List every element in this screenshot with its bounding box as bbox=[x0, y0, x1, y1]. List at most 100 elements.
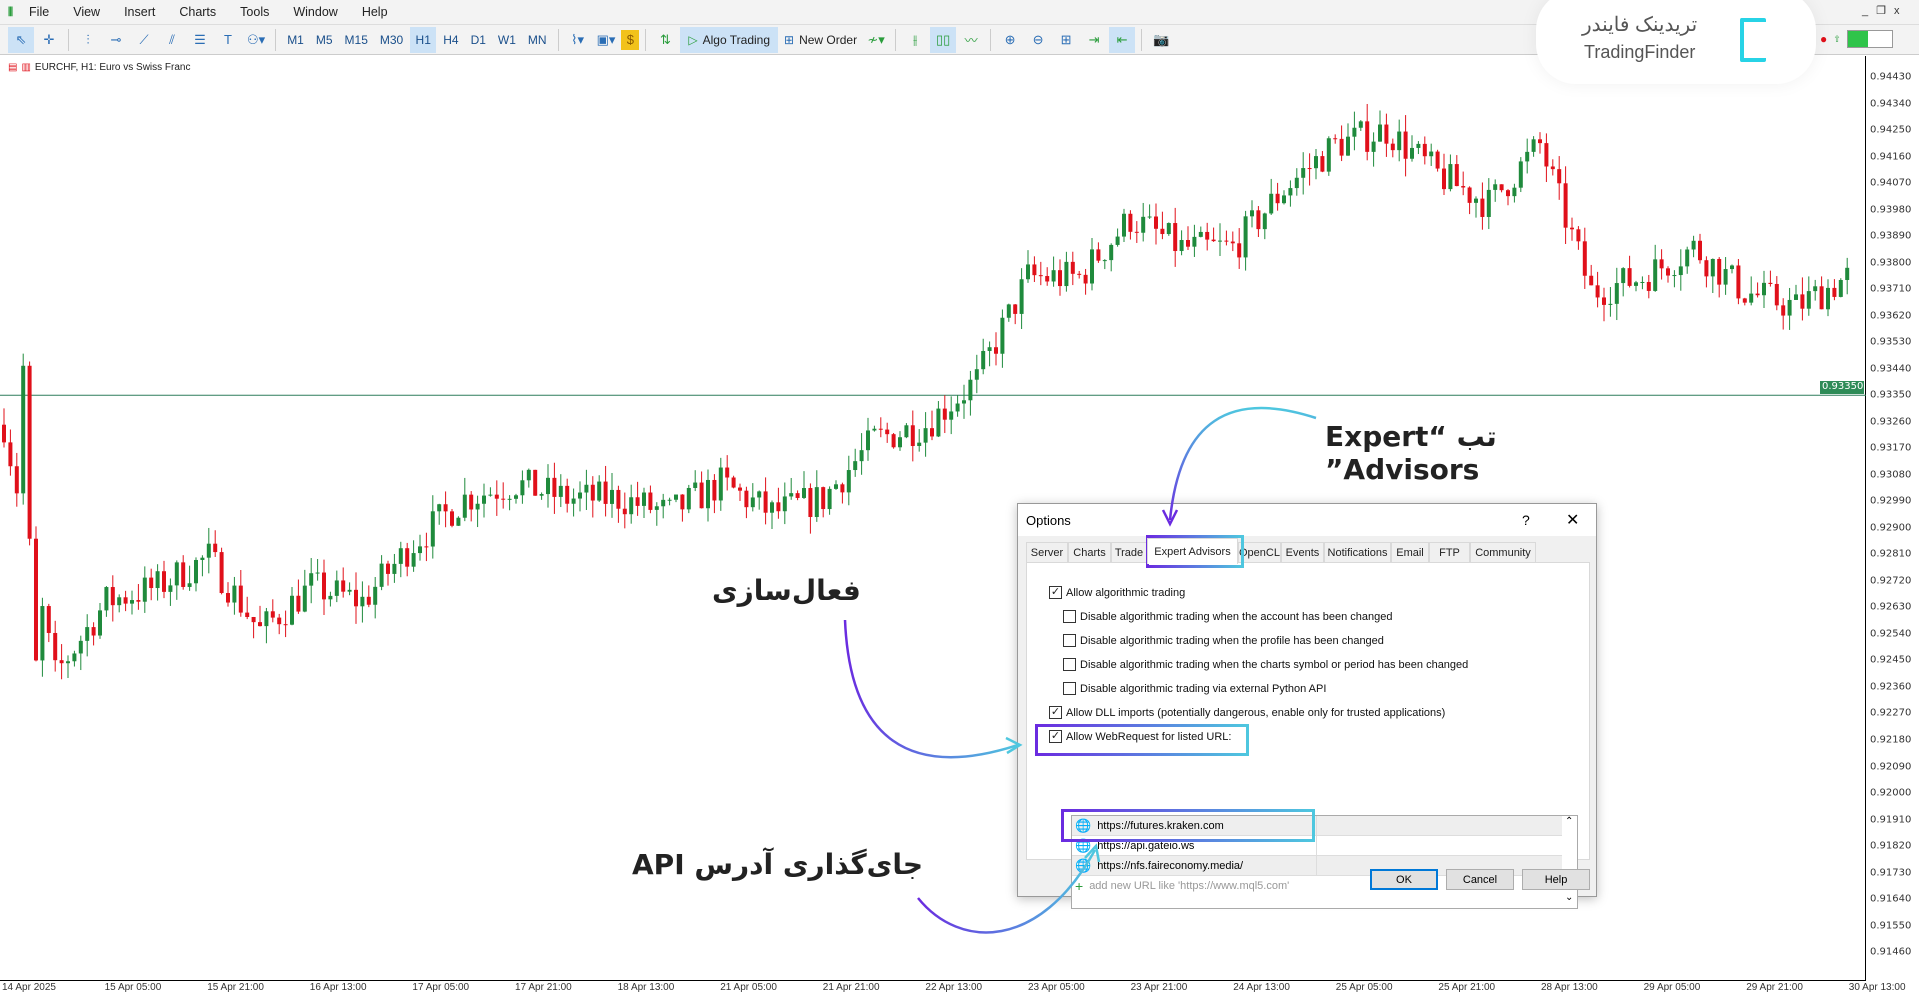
grid-icon[interactable]: ⊞ bbox=[1060, 31, 1072, 47]
tf-w1[interactable]: W1 bbox=[497, 32, 516, 47]
tf-d1[interactable]: D1 bbox=[470, 32, 486, 47]
autoscroll-icon[interactable]: ⇥ bbox=[1088, 31, 1100, 47]
cancel-button[interactable]: Cancel bbox=[1446, 869, 1514, 890]
scroll-up-icon[interactable]: ⌃ bbox=[1565, 816, 1574, 827]
candle-body bbox=[1166, 223, 1171, 235]
close-icon[interactable]: ✕ bbox=[1566, 512, 1580, 529]
menu-tools[interactable]: Tools bbox=[240, 5, 270, 19]
candle-body bbox=[1013, 304, 1018, 314]
trendline-icon[interactable]: ⟋ bbox=[139, 31, 149, 47]
candle-body bbox=[808, 488, 813, 518]
candle-body bbox=[264, 611, 269, 627]
ok-button[interactable]: OK bbox=[1370, 869, 1438, 890]
menu-help[interactable]: Help bbox=[361, 5, 388, 19]
candle-body bbox=[501, 498, 506, 500]
tab-expert-advisors[interactable]: Expert Advisors bbox=[1147, 538, 1238, 564]
tf-m1[interactable]: M1 bbox=[287, 32, 304, 47]
tf-m5[interactable]: M5 bbox=[315, 32, 333, 47]
candle-body bbox=[1480, 198, 1485, 217]
fibonacci-icon[interactable]: ☰ bbox=[194, 31, 206, 47]
candle-body bbox=[654, 506, 659, 510]
menu-view[interactable]: View bbox=[73, 5, 101, 19]
line-chart-icon[interactable]: 〰 bbox=[964, 33, 978, 48]
signals-icon[interactable]: ≁▾ bbox=[867, 31, 885, 47]
candle-body bbox=[1666, 268, 1670, 276]
divider bbox=[895, 28, 897, 51]
buy-sell-icon[interactable]: ⇅ bbox=[659, 31, 671, 47]
candle-body bbox=[379, 563, 384, 587]
candle-body bbox=[1467, 187, 1472, 203]
price-label: 0.91550 bbox=[1870, 920, 1912, 932]
indicators-icon[interactable]: ⌇▾ bbox=[571, 31, 585, 47]
tab-charts[interactable]: Charts bbox=[1068, 542, 1111, 563]
minimize-icon[interactable]: _ bbox=[1862, 5, 1877, 17]
checkbox[interactable] bbox=[1063, 610, 1076, 623]
zoom-in-icon[interactable]: ⊕ bbox=[1004, 31, 1016, 47]
bar-chart-icon[interactable]: ⫲ bbox=[912, 31, 918, 47]
time-label: 24 Apr 13:00 bbox=[1233, 982, 1290, 993]
url-list[interactable]: 🌐 https://futures.kraken.com 🌐 https://api.… bbox=[1071, 815, 1578, 909]
channel-icon[interactable]: ⫽ bbox=[169, 31, 175, 47]
cursor-icon[interactable]: ⇖ bbox=[8, 26, 34, 53]
candle-body bbox=[1032, 264, 1037, 276]
candle-body bbox=[846, 470, 851, 493]
tf-h1[interactable]: H1 bbox=[410, 26, 437, 53]
tab-community[interactable]: Community bbox=[1470, 542, 1536, 563]
tf-mn[interactable]: MN bbox=[527, 32, 547, 47]
templates-icon[interactable]: ▣▾ bbox=[596, 31, 616, 47]
checkbox[interactable]: ✓ bbox=[1049, 706, 1062, 719]
checkbox[interactable]: ✓ bbox=[1049, 586, 1062, 599]
candle-chart-icon[interactable]: ▯▯ bbox=[930, 26, 957, 53]
text-icon[interactable]: T bbox=[224, 32, 232, 47]
candle-body bbox=[507, 498, 512, 500]
chart-shift-icon[interactable]: ⇤ bbox=[1109, 26, 1136, 53]
zoom-out-icon[interactable]: ⊖ bbox=[1032, 31, 1044, 47]
menu-charts[interactable]: Charts bbox=[179, 5, 217, 19]
menu-insert[interactable]: Insert bbox=[124, 5, 156, 19]
price-label: 0.93530 bbox=[1870, 336, 1912, 348]
restore-icon[interactable]: ❐ bbox=[1876, 5, 1894, 17]
window-controls: _❐x bbox=[1862, 4, 1908, 17]
tab-notifications[interactable]: Notifications bbox=[1324, 542, 1391, 563]
candle-body bbox=[181, 562, 186, 587]
candle-body bbox=[1083, 274, 1088, 284]
scroll-down-icon[interactable]: ⌄ bbox=[1565, 892, 1574, 903]
horizontal-line-icon[interactable]: ⊸ bbox=[110, 31, 122, 47]
algo-trading-button[interactable]: ▷ Algo Trading bbox=[680, 26, 779, 53]
watermark-fa: تریدینک فایندر bbox=[1582, 14, 1698, 36]
url-row[interactable]: 🌐 https://nfs.faireconomy.media/ bbox=[1072, 856, 1562, 876]
candle-body bbox=[1621, 268, 1626, 284]
shapes-icon[interactable]: ⚇▾ bbox=[247, 31, 266, 47]
vertical-line-icon[interactable]: ⫶ bbox=[86, 31, 90, 47]
help-button[interactable]: Help bbox=[1522, 869, 1590, 890]
menu-file[interactable]: File bbox=[29, 5, 50, 19]
divider bbox=[990, 28, 992, 51]
new-order-button[interactable]: ⊞ New Order bbox=[780, 27, 861, 53]
price-label: 0.93350 bbox=[1870, 389, 1912, 401]
tab-email[interactable]: Email bbox=[1391, 542, 1429, 563]
tf-h4[interactable]: H4 bbox=[443, 32, 459, 47]
candle-body bbox=[53, 632, 58, 661]
tab-events[interactable]: Events bbox=[1281, 542, 1324, 563]
checkbox[interactable] bbox=[1063, 658, 1076, 671]
tab-ftp[interactable]: FTP bbox=[1429, 542, 1470, 563]
tf-m30[interactable]: M30 bbox=[379, 32, 404, 47]
chart-area[interactable] bbox=[0, 56, 1866, 981]
tf-m15[interactable]: M15 bbox=[344, 32, 368, 47]
menu-window[interactable]: Window bbox=[293, 5, 338, 19]
checkbox[interactable] bbox=[1063, 682, 1076, 695]
screenshot-icon[interactable]: 📷 bbox=[1153, 31, 1170, 47]
crosshair-icon[interactable]: ✛ bbox=[43, 31, 55, 47]
option-label: Allow algorithmic trading bbox=[1066, 586, 1186, 599]
candle-body bbox=[1730, 265, 1734, 270]
add-url-input[interactable]: + add new URL like 'https://www.mql5.com… bbox=[1072, 876, 1562, 896]
tab-server[interactable]: Server bbox=[1026, 542, 1068, 563]
checkbox[interactable] bbox=[1063, 634, 1076, 647]
candle-body bbox=[910, 425, 915, 447]
dollar-icon[interactable]: $ bbox=[621, 29, 640, 50]
time-label: 21 Apr 05:00 bbox=[720, 982, 777, 993]
tab-trade[interactable]: Trade bbox=[1111, 542, 1147, 563]
close-window-icon[interactable]: x bbox=[1894, 5, 1908, 17]
price-label: 0.93980 bbox=[1870, 204, 1912, 216]
help-icon[interactable]: ? bbox=[1522, 512, 1530, 528]
